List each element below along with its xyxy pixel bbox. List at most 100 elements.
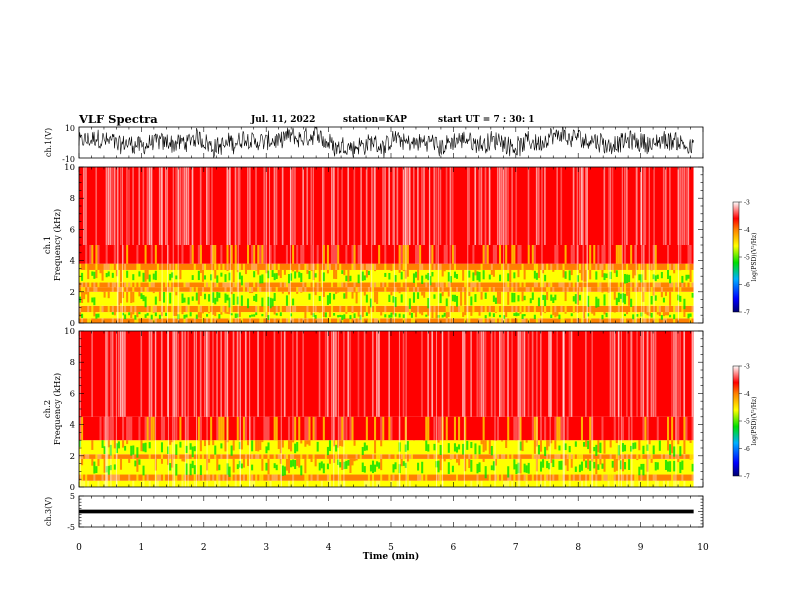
ch2-spectrogram-speckle	[132, 445, 135, 455]
ch1-spectrogram-speckle	[552, 269, 555, 272]
ch1-spectrogram-speckle	[421, 291, 424, 296]
ch2-spectrogram-speckle	[292, 416, 295, 441]
ch2-spectrogram-speckle	[251, 440, 254, 452]
ch2-spectrogram-speckle	[296, 442, 299, 452]
ch1-spectrogram-speckle	[144, 296, 147, 308]
ch1-spectrogram-speckle	[626, 167, 628, 245]
ch1-spectrogram-speckle	[148, 282, 151, 288]
ch2-spectrogram-speckle	[296, 331, 298, 417]
ch2-spectrogram-speckle	[367, 480, 370, 487]
ch1-spectrogram-speckle	[550, 305, 553, 313]
ch1-spectrogram-speckle	[206, 167, 208, 245]
ch1-spectrogram-speckle	[337, 318, 340, 323]
ch2-spectrogram-speckle	[361, 462, 364, 473]
ch1-spectrogram-speckle	[310, 269, 313, 271]
ch2-spectrogram-speckle	[326, 474, 329, 481]
ch2-spectrogram-speckle	[251, 454, 254, 459]
ch1-spectrogram-speckle	[167, 287, 170, 292]
ch1-spectrogram-speckle	[242, 263, 245, 270]
ch2-spectrogram-colorbar-tick-label: -4	[744, 391, 750, 398]
ch2-spectrogram-speckle	[265, 462, 268, 471]
ch1-spectrogram-speckle	[515, 305, 518, 313]
ch1-spectrogram-speckle	[490, 318, 493, 323]
ch1-spectrogram-speckle	[613, 269, 616, 274]
ch1-spectrogram-speckle	[255, 167, 257, 245]
ch1-spectrogram-speckle	[589, 318, 592, 323]
ch1-spectrogram-speckle	[470, 287, 473, 292]
ch1-spectrogram-speckle	[527, 167, 530, 245]
ch1-spectrogram-speckle	[562, 282, 565, 288]
ch1-spectrogram-speckle	[412, 318, 416, 323]
ch1-spectrogram-speckle	[603, 312, 606, 315]
ch2-spectrogram-speckle	[609, 440, 612, 448]
ch1-spectrogram-speckle	[376, 318, 379, 323]
ch1-spectrogram-speckle	[285, 245, 288, 264]
ch1-spectrogram-speckle	[560, 305, 563, 313]
ch1-spectrogram-speckle	[621, 293, 624, 303]
ch1-spectrogram-speckle	[101, 269, 104, 281]
ch1-spectrogram-speckle	[105, 273, 108, 278]
ch1-spectrogram-speckle	[492, 287, 495, 292]
ch1-spectrogram-speckle	[130, 312, 133, 319]
ch1-spectrogram-speckle	[478, 167, 481, 245]
ch1-spectrogram-speckle	[689, 269, 692, 282]
ch2-spectrogram-speckle	[242, 480, 245, 487]
ch2-spectrogram-speckle	[568, 474, 571, 481]
ch1-spectrogram-speckle	[589, 245, 592, 264]
ch1-spectrogram-stripe	[437, 167, 439, 323]
ch2-spectrogram-speckle	[589, 416, 592, 441]
ch1-spectrogram-speckle	[214, 312, 217, 317]
ch1-spectrogram-speckle	[138, 282, 141, 288]
ch1-spectrogram-speckle	[429, 305, 432, 313]
ch2-spectrogram-speckle	[251, 464, 254, 471]
ch1-spectrogram-speckle	[478, 287, 481, 292]
ch2-spectrogram-speckle	[654, 331, 657, 417]
ch3-ylabel: ch.3(V)	[44, 497, 53, 526]
ch1-spectrogram-speckle	[554, 245, 557, 264]
ch1-spectrogram-speckle	[259, 318, 262, 323]
ch1-spectrogram-speckle	[484, 315, 487, 319]
ch2-spectrogram-speckle	[341, 458, 344, 470]
ch2-spectrogram-speckle	[402, 461, 405, 466]
ch1-spectrogram-heatmap	[79, 167, 703, 323]
ch1-spectrogram-speckle	[281, 167, 284, 245]
ch2-spectrogram-speckle	[380, 454, 383, 459]
ch2-spectrogram-speckle	[218, 474, 221, 481]
ch2-spectrogram-speckle	[380, 416, 383, 441]
ch2-spectrogram-speckle	[560, 460, 563, 470]
ch1-spectrogram-speckle	[406, 305, 409, 313]
ch1-spectrogram-speckle	[179, 269, 182, 280]
ch1-spectrogram-speckle	[81, 287, 84, 292]
ch1-spectrogram-speckle	[656, 312, 659, 315]
ch1-spectrogram-speckle	[181, 312, 184, 315]
ch1-spectrogram-speckle	[132, 312, 135, 315]
ch1-spectrogram-speckle	[556, 167, 559, 245]
ch1-spectrogram-speckle	[499, 167, 501, 245]
ch1-spectrogram-speckle	[181, 167, 184, 245]
ch1-spectrogram-speckle	[417, 287, 420, 292]
ch1-spectrogram-speckle	[300, 245, 303, 264]
ch1-spectrogram-speckle	[572, 167, 575, 245]
ch1-spectrogram-band	[79, 305, 694, 313]
ch2-spectrogram-speckle	[142, 443, 145, 452]
ch2-spectrogram-speckle	[347, 459, 350, 466]
ch1-spectrogram-speckle	[539, 282, 543, 288]
ch2-spectrogram-stripe	[195, 331, 197, 487]
ch1-spectrogram-speckle	[79, 305, 82, 313]
ch1-spectrogram-speckle	[398, 269, 401, 273]
ch2-spectrogram-speckle	[652, 474, 655, 481]
ch1-spectrogram-speckle	[191, 275, 194, 280]
ch1-spectrogram-speckle	[564, 312, 567, 314]
ch1-spectrogram-speckle	[488, 312, 491, 317]
ch2-spectrogram-stripe	[184, 331, 186, 487]
ch2-spectrogram-speckle	[208, 458, 211, 463]
ch2-spectrogram-speckle	[642, 416, 645, 441]
ch1-spectrogram-stripe	[608, 167, 610, 323]
ch2-spectrogram-speckle	[544, 446, 547, 457]
ch2-spectrogram-speckle	[564, 443, 567, 451]
ch2-spectrogram-speckle	[550, 440, 553, 444]
ch1-spectrogram-speckle	[427, 312, 430, 316]
ch2-spectrogram-speckle	[316, 474, 319, 481]
ch2-spectrogram-speckle	[484, 466, 487, 479]
